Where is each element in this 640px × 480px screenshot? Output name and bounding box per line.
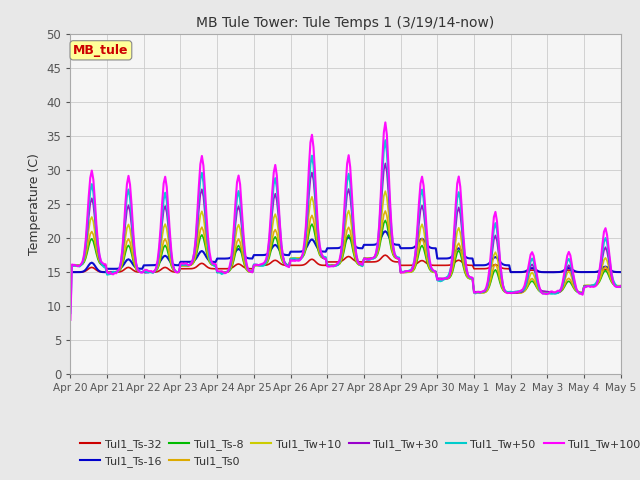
Title: MB Tule Tower: Tule Temps 1 (3/19/14-now): MB Tule Tower: Tule Temps 1 (3/19/14-now…	[196, 16, 495, 30]
Text: MB_tule: MB_tule	[73, 44, 129, 57]
Y-axis label: Temperature (C): Temperature (C)	[28, 153, 41, 255]
Legend: Tul1_Ts-32, Tul1_Ts-16, Tul1_Ts-8, Tul1_Ts0, Tul1_Tw+10, Tul1_Tw+30, Tul1_Tw+50,: Tul1_Ts-32, Tul1_Ts-16, Tul1_Ts-8, Tul1_…	[76, 435, 640, 471]
